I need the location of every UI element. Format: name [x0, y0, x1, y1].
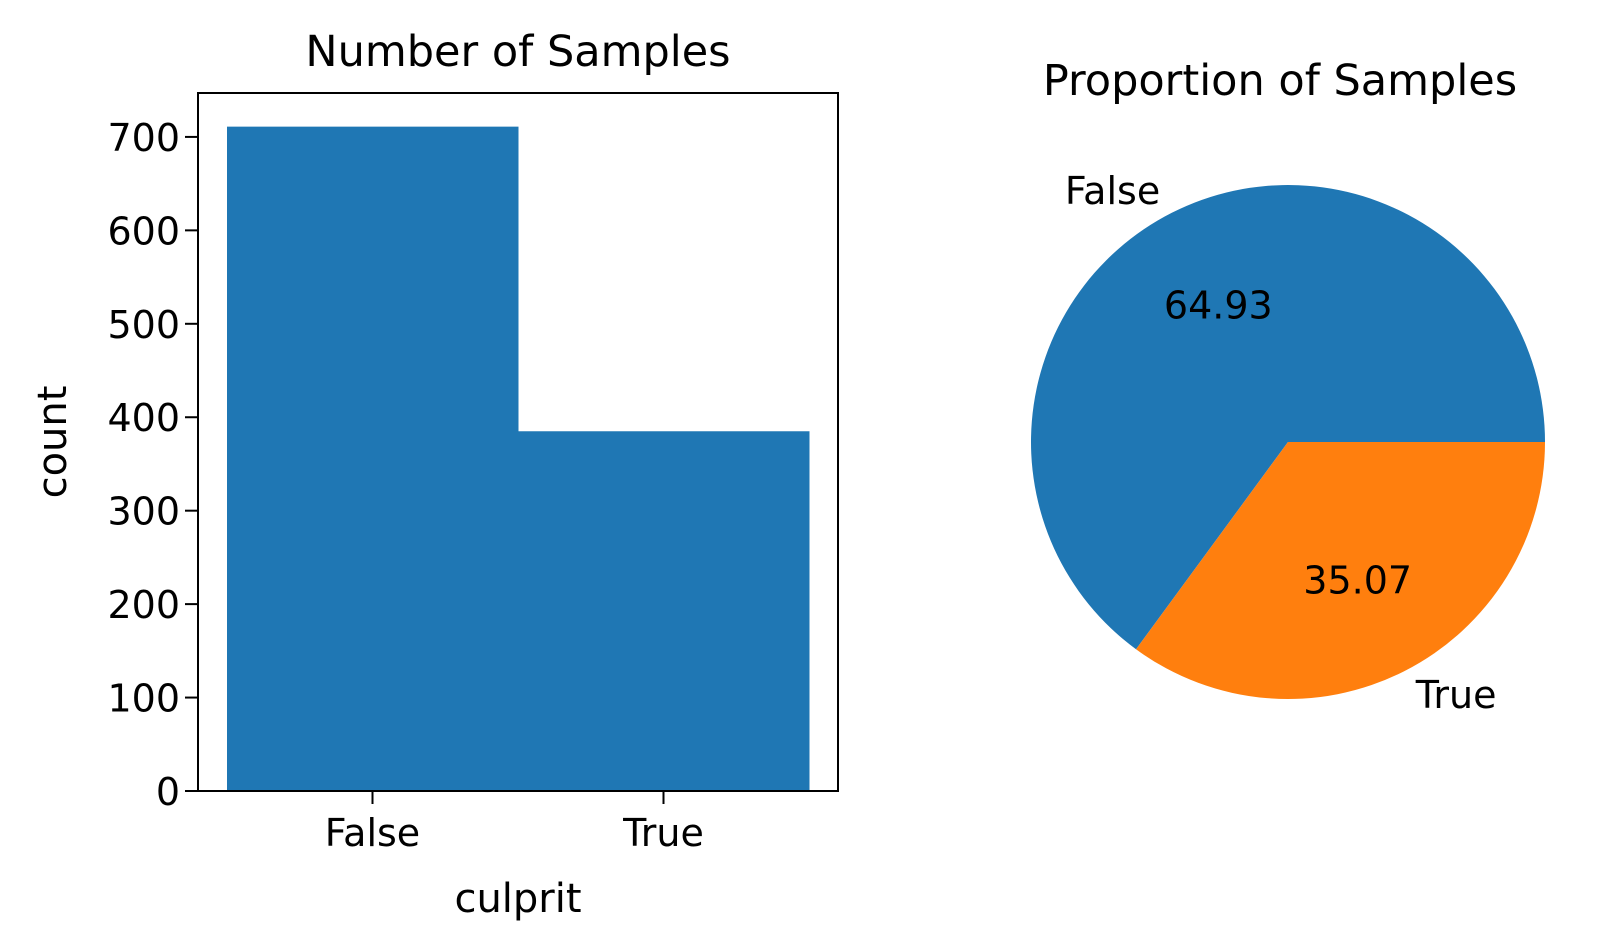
y-axis-label: count	[30, 386, 76, 499]
pie-label-true: True	[1415, 673, 1497, 717]
y-tick-label: 300	[107, 490, 180, 534]
y-tick-label: 500	[107, 303, 180, 347]
pie-label-false: False	[1065, 169, 1160, 213]
y-tick-label: 100	[107, 677, 180, 721]
bar-series	[227, 126, 810, 792]
y-axis-ticks: 0 100 200 300 400 500 600 700	[107, 116, 198, 814]
bar-plot-frame	[197, 92, 839, 792]
x-tick-label: False	[325, 811, 420, 855]
x-axis-label: culprit	[454, 876, 581, 922]
pie-value-label: 64.93	[1164, 283, 1273, 327]
bar-chart: Number of Samples 0 100 200 300 400 500 600 700…	[30, 27, 839, 922]
pie-chart-title: Proportion of Samples	[1043, 56, 1517, 106]
pie-labels: False 64.93 True 35.07	[1065, 169, 1497, 717]
y-tick-label: 0	[156, 770, 180, 814]
y-tick-label: 400	[107, 396, 180, 440]
y-tick-label: 700	[107, 116, 180, 160]
bar-false	[227, 126, 519, 792]
pie-value-label: 35.07	[1303, 559, 1412, 603]
pie-slice-false	[1030, 184, 1545, 650]
pie-chart: Proportion of Samples False 64.93 True 35.0…	[1030, 56, 1545, 717]
pie-slice-true	[1136, 442, 1545, 699]
x-axis-ticks: False True	[325, 791, 704, 855]
y-tick-label: 200	[107, 583, 180, 627]
bar-true	[518, 431, 810, 791]
x-tick-label: True	[622, 811, 704, 855]
y-tick-label: 600	[107, 209, 180, 253]
bar-chart-title: Number of Samples	[305, 27, 730, 77]
pie-slices	[1030, 184, 1545, 699]
